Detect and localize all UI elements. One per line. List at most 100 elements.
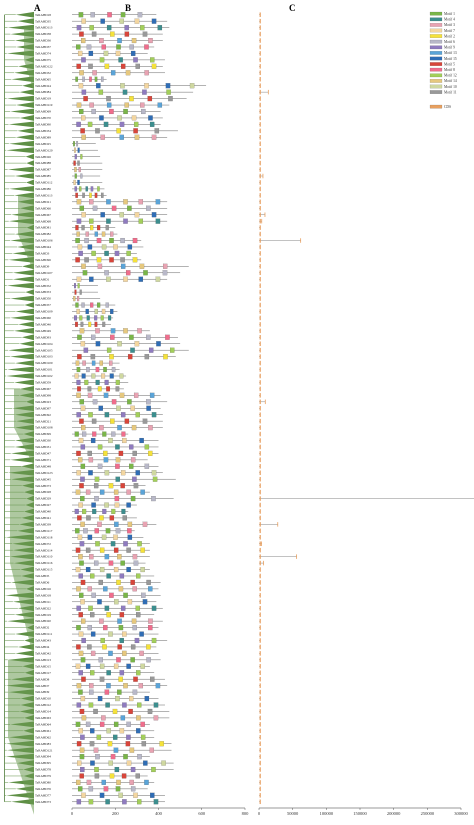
motif-box [80, 476, 85, 482]
cds-box [259, 135, 261, 140]
gene-label: TaRAHD1 [35, 277, 50, 281]
motif-box [126, 250, 131, 256]
motif-box [99, 567, 105, 573]
tree-wedge [10, 456, 34, 463]
motif-box [133, 392, 139, 398]
motif-box [90, 728, 95, 734]
motif-box [79, 560, 84, 566]
cds-box [259, 431, 261, 437]
gene-label: TaRAHD117 [35, 529, 53, 533]
motif-box [120, 605, 126, 611]
motif-box [104, 470, 110, 476]
motif-box [136, 573, 141, 579]
motif-box [76, 367, 81, 373]
motif-box [77, 786, 83, 792]
motif-box [94, 231, 98, 237]
legend-swatch [429, 23, 443, 27]
motif-box [189, 83, 195, 89]
motif-box [82, 360, 86, 366]
legend-swatch [429, 84, 443, 89]
motif-box [99, 721, 105, 727]
motif-box [100, 637, 105, 644]
motif-box [134, 18, 140, 24]
cds-box [259, 180, 261, 185]
motif-box [106, 25, 112, 31]
motif-box [119, 134, 124, 140]
tree-wedge [15, 102, 34, 108]
tree-wedge [17, 127, 34, 134]
cds-box [259, 83, 261, 88]
motif-box [144, 44, 149, 50]
motif-box [77, 386, 81, 392]
motif-box [78, 83, 84, 89]
motif-box [74, 167, 77, 173]
tree-wedge [22, 82, 34, 89]
motif-box [99, 676, 105, 682]
motif-box [88, 457, 94, 463]
motif-box [151, 637, 157, 644]
tree-wedge [8, 121, 34, 128]
motif-box [153, 702, 159, 708]
motif-box [115, 444, 120, 450]
motif-box [94, 315, 98, 321]
motif-box [106, 96, 111, 102]
motif-box [106, 728, 111, 734]
motif-box [97, 302, 101, 308]
tree-wedge [15, 134, 35, 141]
motif-box [81, 676, 86, 682]
motif-box [154, 128, 160, 134]
motif-box [130, 579, 135, 585]
motif-box [87, 386, 92, 392]
cds-box [259, 167, 261, 172]
phylogenetic-tree [4, 11, 35, 815]
motif-box [99, 547, 105, 553]
gene-label: TaRAHD70 [35, 116, 51, 120]
motif-box [95, 541, 100, 547]
motif-box [74, 186, 77, 192]
motif-box [82, 431, 87, 437]
motif-box [111, 205, 117, 211]
cds-box [259, 464, 261, 469]
motif-box [109, 108, 114, 115]
gene-label: TaRAHD107 [35, 271, 53, 275]
motif-box [133, 483, 139, 489]
motif-box [144, 444, 150, 450]
motif-box [77, 283, 80, 289]
motif-box [120, 83, 125, 89]
motif-box [127, 399, 132, 405]
motif-box [147, 96, 153, 102]
motif-box [132, 476, 137, 482]
gene-label: TaRAHD67 [35, 213, 51, 217]
motif-box [168, 96, 173, 102]
legend-swatch [429, 34, 443, 38]
cds-box [259, 289, 261, 295]
motif-box [127, 205, 132, 211]
tree-wedge [14, 379, 34, 386]
cds-box [259, 625, 261, 630]
motif-box [94, 476, 100, 482]
motif-box [104, 605, 110, 611]
cds-box [259, 709, 261, 714]
motif-box [94, 76, 98, 82]
cds-box [261, 218, 263, 224]
motif-box [114, 496, 120, 502]
legend-swatch [429, 45, 443, 50]
gene-label: TaRAHD49 [35, 329, 51, 333]
motif-box [93, 747, 99, 753]
motif-box [122, 702, 127, 708]
motif-box [79, 418, 84, 424]
tree-wedge [18, 321, 34, 328]
gene-label-column: TaRAHD18 TaRAHD35 TaRAHD113 TaRAHD38 TaRAHD3… [35, 13, 53, 804]
motif-box [79, 541, 85, 547]
motif-box [126, 567, 131, 573]
motif-box [84, 257, 89, 263]
motif-box [81, 57, 86, 63]
gene-label: TaRAHD9 [35, 264, 50, 268]
gene-label: TaRAHD86 [35, 187, 51, 191]
motif-box [114, 599, 119, 605]
motif-box [148, 625, 153, 631]
motif-box [84, 379, 89, 385]
axis-c-tick-label: 250000 [421, 811, 435, 816]
gene-label: TaRAHD85 [35, 174, 51, 178]
legend-swatch [429, 73, 443, 78]
